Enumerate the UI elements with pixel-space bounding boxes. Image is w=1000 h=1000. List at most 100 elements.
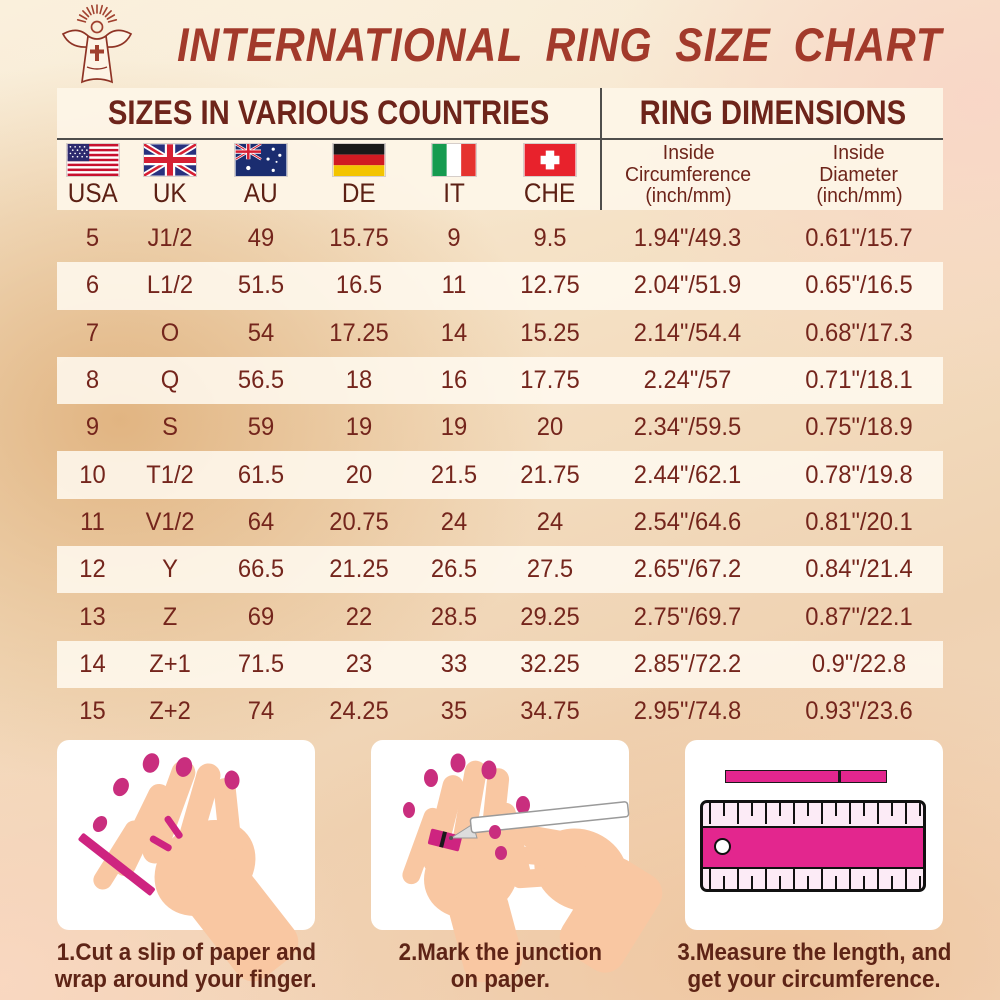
inside-diameter-header: Inside Diameter (inch/mm) — [815, 142, 903, 208]
instruction-step-3: 3.Measure the length, and get your circu… — [677, 740, 951, 994]
cell-che: 32.25 — [520, 649, 580, 678]
cell-diameter: 0.61"/15.7 — [805, 224, 913, 253]
hand-with-paper-strip-icon — [57, 740, 315, 982]
cell-diameter: 0.65"/16.5 — [805, 271, 913, 300]
cell-it: 33 — [440, 649, 468, 678]
cell-che: 34.75 — [520, 697, 580, 726]
cell-diameter: 0.78"/19.8 — [805, 460, 913, 489]
it-flag-icon — [431, 143, 477, 177]
cell-it: 14 — [440, 318, 468, 347]
header-vertical-divider — [600, 88, 602, 210]
cell-au: 61.5 — [237, 460, 285, 489]
dimension-subheaders: Inside Circumference (inch/mm) Inside Di… — [602, 140, 943, 210]
ruler-icon — [700, 800, 926, 892]
cell-au: 71.5 — [237, 649, 285, 678]
cell-de: 22 — [345, 602, 373, 631]
cell-usa: 7 — [85, 318, 100, 347]
cell-che: 9.5 — [533, 224, 567, 253]
cell-circumference: 2.95"/74.8 — [633, 697, 742, 726]
table-row: 7 O 54 17.25 14 15.25 2.14"/54.4 0.68"/17.3 — [57, 310, 943, 357]
cell-circumference: 2.34"/59.5 — [633, 413, 742, 442]
cell-au: 74 — [247, 697, 275, 726]
table-row: 9 S 59 19 19 20 2.34"/59.5 0.75"/18.9 — [57, 404, 943, 451]
cell-au: 56.5 — [237, 366, 285, 395]
cell-usa: 11 — [80, 507, 105, 536]
flags-row: USA UK — [57, 140, 600, 210]
cell-de: 21.25 — [329, 555, 389, 584]
size-chart-header-panel: SIZES IN VARIOUS COUNTRIES RING DIMENSIO… — [57, 88, 943, 210]
size-table-rows: 5 J1/2 49 15.75 9 9.5 1.94"/49.3 0.61"/15.7 6 L1/… — [57, 215, 943, 735]
cell-diameter: 0.87"/22.1 — [805, 602, 913, 631]
cell-che: 15.25 — [520, 318, 580, 347]
country-label: CHE — [524, 178, 576, 208]
cell-de: 20 — [345, 460, 373, 489]
cell-usa: 12 — [79, 555, 106, 584]
de-flag-icon — [332, 143, 386, 177]
table-row: 8 Q 56.5 18 16 17.75 2.24"/57 0.71"/18.1 — [57, 356, 943, 405]
cell-au: 69 — [247, 602, 275, 631]
cell-che: 27.5 — [526, 555, 574, 584]
jesus-with-rays-logo-icon — [36, 4, 158, 88]
table-row: 11 V1/2 64 20.75 24 24 2.54"/64.6 0.81"/20.1 — [57, 499, 943, 546]
country-it: IT — [408, 140, 500, 210]
cell-diameter: 0.71"/18.1 — [805, 366, 913, 395]
cell-de: 17.25 — [329, 318, 389, 347]
cell-it: 16 — [440, 366, 468, 395]
cell-it: 9 — [447, 224, 461, 253]
cell-au: 59 — [247, 413, 275, 442]
cell-uk: T1/2 — [146, 460, 194, 489]
cell-uk: L1/2 — [146, 271, 194, 300]
cell-circumference: 2.85"/72.2 — [633, 649, 742, 678]
cell-che: 12.75 — [520, 271, 580, 300]
cell-uk: Y — [162, 555, 178, 584]
country-label: AU — [244, 178, 278, 208]
cell-au: 49 — [247, 224, 275, 253]
usa-flag-icon — [65, 143, 120, 177]
country-label: DE — [342, 178, 376, 208]
country-de: DE — [310, 140, 408, 210]
cell-uk: J1/2 — [147, 224, 193, 253]
cell-usa: 10 — [79, 460, 106, 489]
cell-diameter: 0.93"/23.6 — [805, 697, 913, 726]
cell-diameter: 0.75"/18.9 — [805, 413, 913, 442]
cell-it: 28.5 — [430, 602, 478, 631]
inside-circumference-header: Inside Circumference (inch/mm) — [625, 142, 752, 208]
table-row: 15 Z+2 74 24.25 35 34.75 2.95"/74.8 0.93"/23.6 — [57, 688, 943, 735]
cell-diameter: 0.81"/20.1 — [805, 507, 913, 536]
table-row: 10 T1/2 61.5 20 21.5 21.75 2.44"/62.1 0.78"/19.… — [57, 451, 943, 499]
cell-it: 35 — [440, 697, 468, 726]
cell-de: 19 — [345, 413, 373, 442]
cell-de: 20.75 — [329, 507, 389, 536]
ruler-measure-icon — [685, 740, 943, 930]
cell-it: 26.5 — [430, 555, 478, 584]
header-horizontal-divider — [57, 138, 943, 140]
page-title-text: INTERNATIONAL RING SIZE CHART — [177, 17, 943, 71]
cell-diameter: 0.68"/17.3 — [805, 318, 913, 347]
cell-uk: S — [162, 413, 178, 442]
sizes-section-header: SIZES IN VARIOUS COUNTRIES — [107, 93, 550, 132]
cell-che: 21.75 — [520, 460, 580, 489]
cell-circumference: 2.54"/64.6 — [633, 507, 742, 536]
cell-it: 24 — [440, 507, 468, 536]
cell-it: 11 — [441, 271, 467, 300]
cell-uk: Q — [160, 366, 180, 395]
instruction-caption-3: 3.Measure the length, and get your circu… — [676, 939, 952, 993]
au-flag-icon — [234, 143, 288, 177]
instruction-step-1: 1.Cut a slip of paper and wrap around yo… — [55, 740, 317, 994]
cell-usa: 13 — [79, 602, 106, 631]
cell-diameter: 0.84"/21.4 — [805, 555, 913, 584]
cell-uk: Z+1 — [149, 649, 191, 678]
junction-mark-icon — [838, 770, 841, 782]
table-row: 14 Z+1 71.5 23 33 32.25 2.85"/72.2 0.9"/22.8 — [57, 640, 943, 688]
cell-au: 64 — [247, 507, 275, 536]
instruction-caption-2: 2.Mark the junction on paper. — [398, 939, 602, 993]
table-row: 5 J1/2 49 15.75 9 9.5 1.94"/49.3 0.61"/15.7 — [57, 215, 943, 262]
country-uk: UK — [128, 140, 212, 210]
cell-uk: Z — [162, 602, 178, 631]
country-label: USA — [67, 178, 118, 208]
cell-de: 18 — [345, 366, 373, 395]
cell-usa: 9 — [85, 413, 100, 442]
cell-it: 19 — [440, 413, 468, 442]
table-row: 6 L1/2 51.5 16.5 11 12.75 2.04"/51.9 0.65"/16.5 — [57, 262, 943, 310]
cell-circumference: 2.04"/51.9 — [633, 271, 742, 300]
